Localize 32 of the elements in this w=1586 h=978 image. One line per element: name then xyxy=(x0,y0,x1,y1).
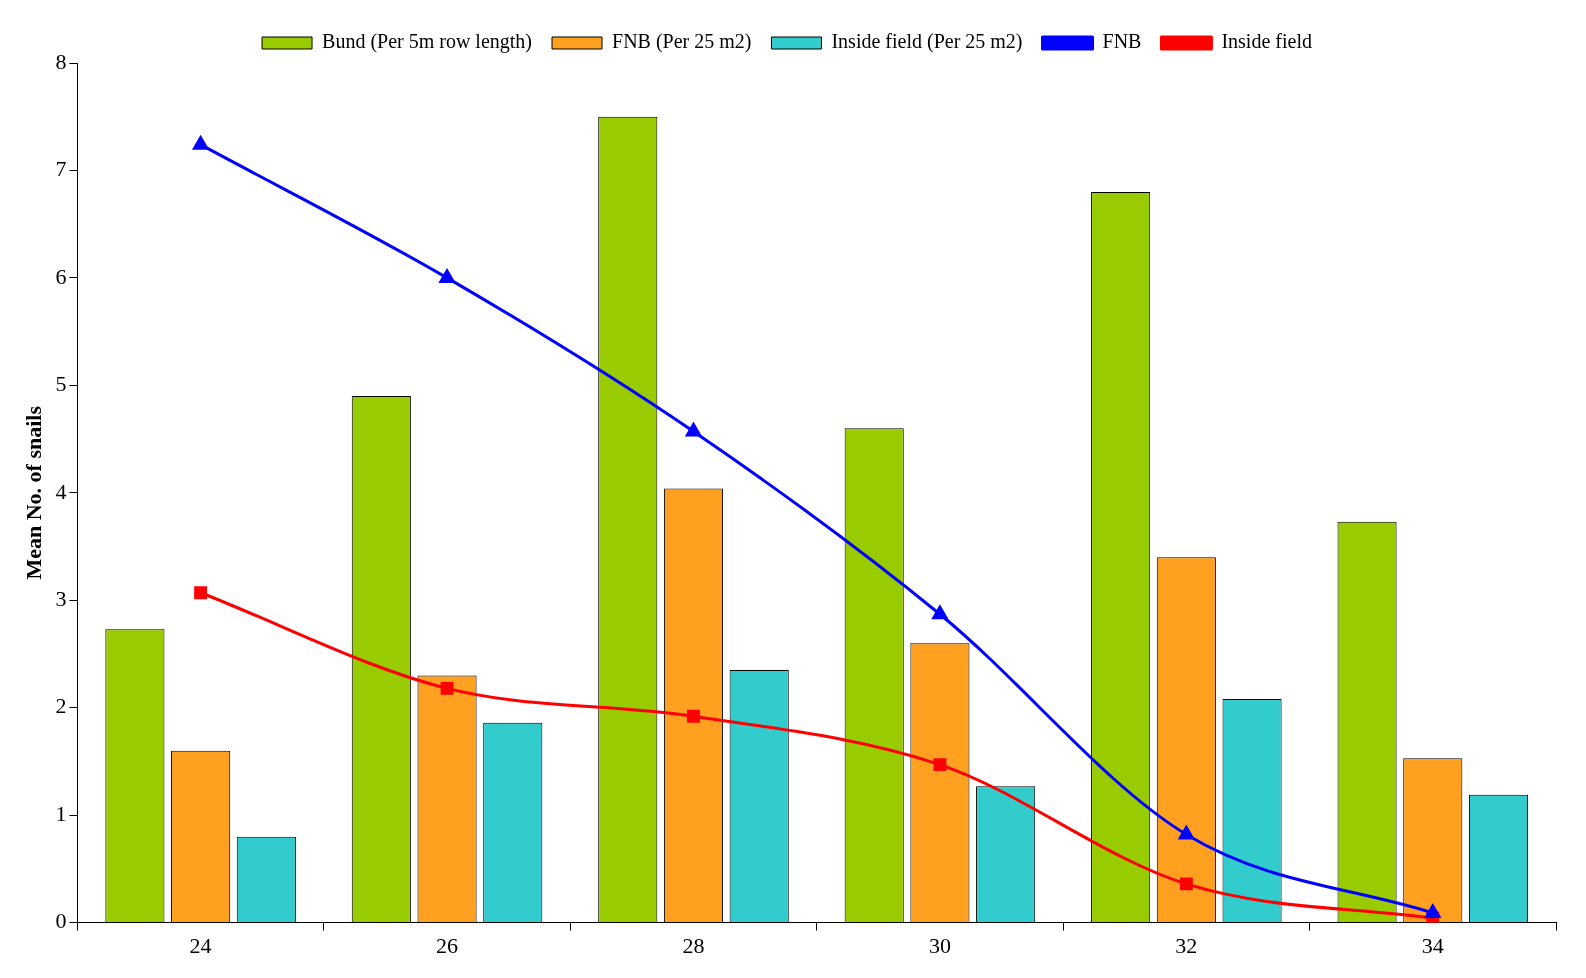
y-tick-label: 2 xyxy=(55,693,67,719)
x-tick-label: 34 xyxy=(1421,932,1444,958)
x-tick-label: 28 xyxy=(682,932,705,958)
x-tick-label: 30 xyxy=(928,932,951,958)
point xyxy=(194,586,208,600)
point xyxy=(1179,877,1193,891)
point xyxy=(933,758,947,772)
y-tick-label: 0 xyxy=(55,908,67,934)
x-tick-label: 32 xyxy=(1175,932,1198,958)
y-tick-label: 3 xyxy=(55,586,67,612)
y-tick-label: 8 xyxy=(55,48,67,74)
y-tick-label: 5 xyxy=(55,371,67,397)
y-tick-label: 7 xyxy=(55,156,67,182)
x-tick-label: 26 xyxy=(436,932,459,958)
legend-label: Bund (Per 5m row length) xyxy=(322,30,533,54)
legend-label: FNB (Per 25 m2) xyxy=(612,30,752,54)
legend-label: Inside field (Per 25 m2) xyxy=(831,30,1023,54)
y-tick-label: 6 xyxy=(55,263,67,289)
point xyxy=(687,709,700,723)
legend-label: FNB xyxy=(1102,30,1142,53)
point xyxy=(685,423,702,437)
point xyxy=(193,136,209,150)
point xyxy=(932,605,948,620)
y-tick-label: 1 xyxy=(55,800,67,826)
point xyxy=(439,269,455,283)
x-tick-label: 24 xyxy=(189,932,212,958)
point xyxy=(1178,825,1194,840)
point xyxy=(440,681,454,695)
legend-label: Inside field xyxy=(1221,30,1312,53)
y-tick-label: 4 xyxy=(55,478,67,504)
y-axis-title: Mean No. of snails xyxy=(20,405,46,580)
point xyxy=(1425,904,1441,918)
